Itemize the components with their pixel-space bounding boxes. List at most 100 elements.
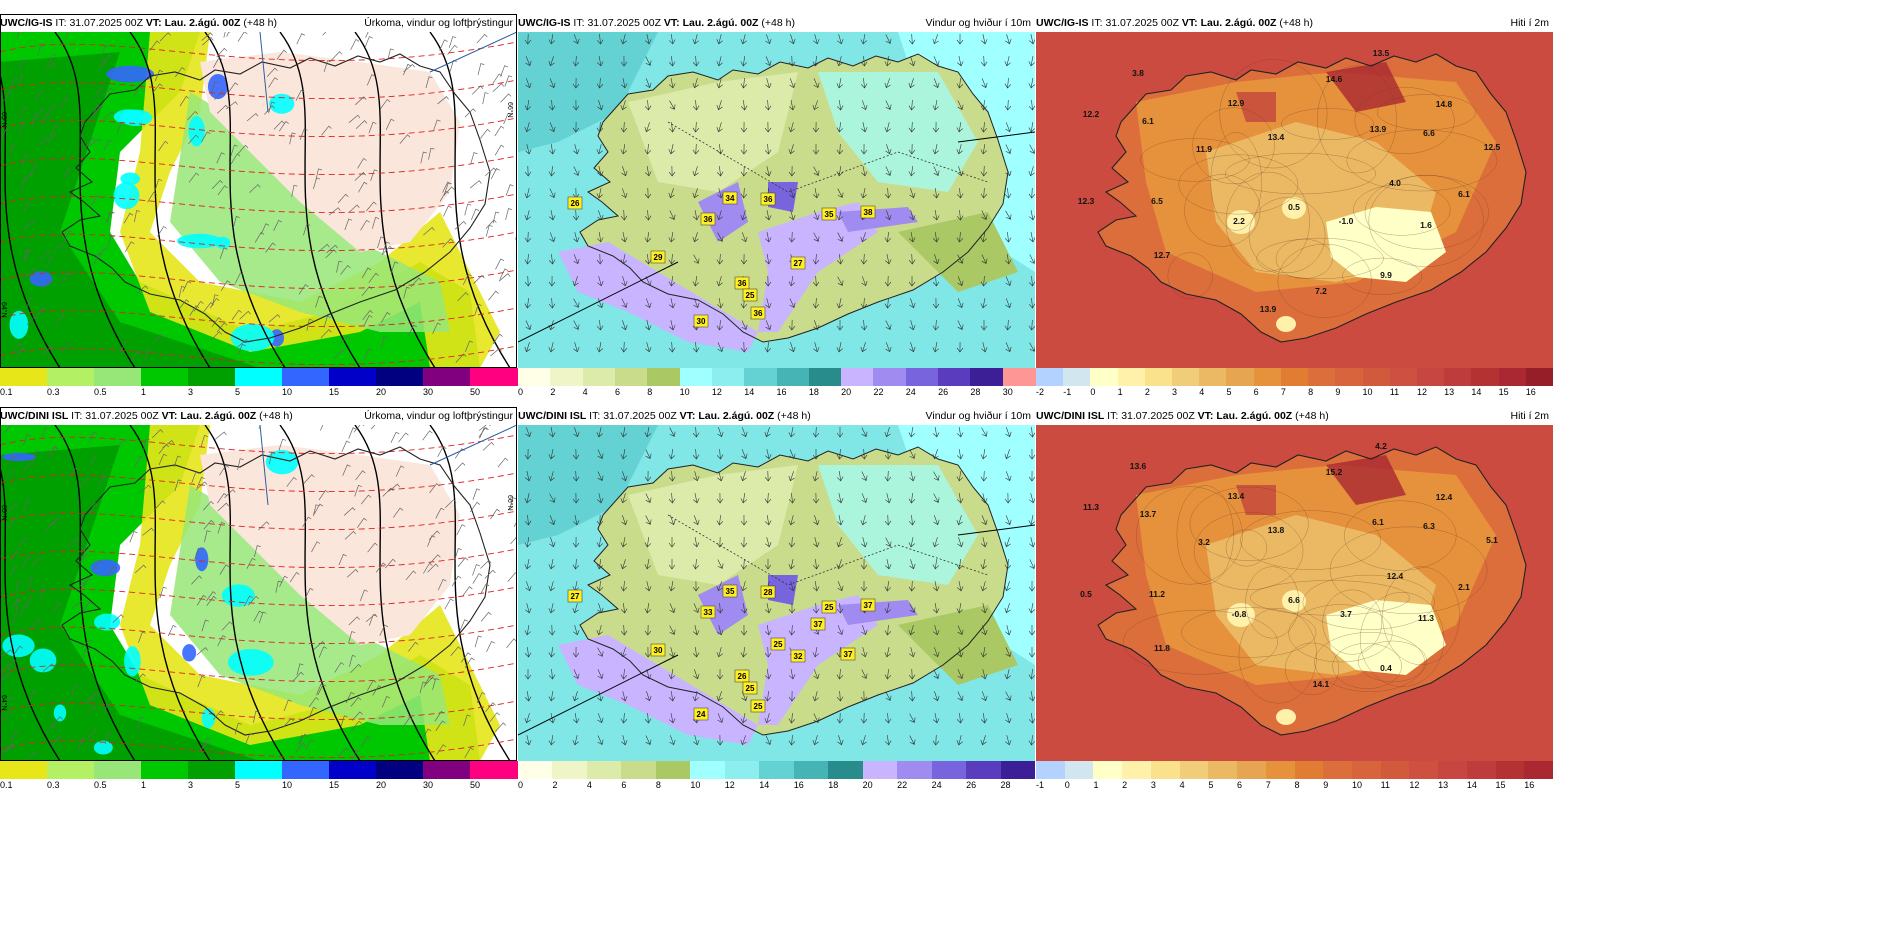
colorbar-swatch: [1524, 761, 1554, 779]
colorbar-swatch: [655, 761, 691, 779]
map-area[interactable]: 4.2 13.6 15.2 13.4 12.4 11.3 13.7 13.8 6.1 6.3 3.2…: [1036, 425, 1553, 761]
colorbar-tick-label: 0.5: [94, 780, 107, 790]
lead-time: (+48 h): [777, 410, 811, 422]
map-area[interactable]: 27 35 33 28 25 37 30 32 26 25 25 24 37 37 25: [518, 425, 1035, 761]
colorbar-swatch: [141, 761, 189, 779]
it-value: 31.07.2025 00Z: [587, 17, 661, 29]
temp-value-label: 6.1: [1458, 189, 1470, 199]
lat-label: 65°N: [0, 505, 8, 521]
temp-value-label: 12.2: [1083, 109, 1100, 119]
colorbar-swatch: [1498, 368, 1527, 386]
colorbar-swatch: [329, 368, 377, 386]
lat-label: 66°N: [506, 102, 514, 118]
colorbar-tick-label: 0: [1090, 387, 1096, 397]
temp-value-label: 11.8: [1154, 643, 1170, 653]
map-area[interactable]: 65°N 64°N 66°N: [0, 425, 517, 761]
colorbar-swatch: [1002, 368, 1036, 386]
colorbar-swatch: [518, 761, 553, 779]
colorbar-tick-label: 14: [744, 387, 755, 397]
svg-text:25: 25: [825, 603, 834, 612]
gust-label: 38: [860, 205, 876, 219]
colorbar-tick-label: 50: [470, 780, 481, 790]
temp-value-label: 0.4: [1380, 663, 1392, 673]
colorbar-swatch: [1172, 368, 1200, 386]
colorbar-tick-label: 15: [329, 780, 340, 790]
colorbar-tick-label: 12: [711, 387, 722, 397]
panel-header: UWC/IG-IS IT: 31.07.2025 00Z VT: Lau. 2.…: [1036, 14, 1553, 32]
temp-value-label: 11.9: [1196, 144, 1212, 154]
colorbar-tick-label: 26: [938, 387, 949, 397]
map-panel-temp: UWC/IG-IS IT: 31.07.2025 00Z VT: Lau. 2.…: [1036, 14, 1554, 400]
map-canvas: 13.5 3.8 14.6 12.9 14.8 12.2 6.1 13.4 13.9 6.6 11.…: [1036, 32, 1553, 368]
vt-label: VT:: [145, 17, 162, 29]
colorbar-swatch: [282, 761, 330, 779]
colorbar-swatch: [1122, 761, 1152, 779]
temp-value-label: 12.4: [1387, 571, 1404, 581]
gust-label: 25: [742, 288, 758, 302]
colorbar-tick-label: 5: [235, 387, 241, 397]
temp-value-label: 15.2: [1326, 467, 1343, 477]
precip-field: [0, 425, 480, 761]
colorbar-swatch: [376, 368, 424, 386]
colorbar-swatch: [1466, 761, 1497, 779]
colorbar-tick-label: 0: [518, 387, 524, 397]
colorbar-swatch: [0, 368, 48, 386]
gust-label: 26: [734, 669, 750, 683]
vt-label: VT:: [1181, 17, 1198, 29]
colorbar-swatch: [897, 761, 933, 779]
vt-value: Lau. 2.ágú. 00Z: [164, 17, 241, 29]
temp-value-label: 6.6: [1288, 595, 1300, 605]
it-label: IT:: [573, 17, 585, 29]
svg-text:25: 25: [746, 684, 755, 693]
colorbar-tick-label: 24: [931, 780, 942, 790]
vt-value: Lau. 2.ágú. 00Z: [682, 17, 759, 29]
map-canvas: 65°N 64°N 66°N: [0, 425, 517, 761]
colorbar-swatch: [47, 761, 95, 779]
temp-value-label: 12.9: [1228, 98, 1245, 108]
gust-label: 28: [760, 585, 776, 599]
colorbar-swatch: [329, 761, 377, 779]
vt-value: Lau. 2.ágú. 00Z: [180, 410, 257, 422]
vt-value: Lau. 2.ágú. 00Z: [1216, 410, 1293, 422]
colorbar-swatch: [1144, 368, 1173, 386]
temp-value-label: 3.8: [1132, 68, 1144, 78]
colorbar-tick-label: -2: [1036, 387, 1045, 397]
colorbar-tick-label: 6: [614, 387, 620, 397]
colorbar-tick-label: 12: [1416, 387, 1427, 397]
map-panel-precip: UWC/IG-IS IT: 31.07.2025 00Z VT: Lau. 2.…: [0, 14, 518, 400]
colorbar-swatch: [1280, 368, 1309, 386]
colorbar-tick-label: 1: [141, 387, 147, 397]
colorbar-tick-label: 20: [376, 387, 387, 397]
map-area[interactable]: 65°N 64°N 66°N: [0, 32, 517, 368]
panel-title: Úrkoma, vindur og loftþrýstingur: [364, 17, 513, 29]
panel-title: Úrkoma, vindur og loftþrýstingur: [364, 410, 513, 422]
lead-time: (+48 h): [259, 410, 293, 422]
map-area[interactable]: 26 34 36 36 35 38 29 27 36 25 36 30: [518, 32, 1035, 368]
colorbar-tick-label: 14: [759, 780, 770, 790]
svg-text:26: 26: [738, 672, 747, 681]
colorbar-swatch: [586, 761, 622, 779]
colorbar-tick-label: 11: [1389, 387, 1400, 397]
model-name: UWC/IG-IS: [1036, 17, 1089, 29]
temp-value-label: 13.4: [1228, 491, 1245, 501]
colorbar-swatch: [94, 761, 142, 779]
map-panel-wind: UWC/IG-IS IT: 31.07.2025 00Z VT: Lau. 2.…: [518, 14, 1036, 400]
panel-title: Hiti í 2m: [1510, 17, 1549, 29]
colorbar-tick-label: -1: [1036, 780, 1045, 790]
colorbar-tick-label: 15: [329, 387, 340, 397]
colorbar-swatch: [841, 368, 874, 386]
colorbar-swatch: [552, 761, 588, 779]
colorbar-tick-label: 3: [1172, 387, 1178, 397]
map-area[interactable]: 13.5 3.8 14.6 12.9 14.8 12.2 6.1 13.4 13.9 6.6 11.…: [1036, 32, 1553, 368]
temp-value-label: 0.5: [1288, 202, 1300, 212]
colorbar-swatch: [376, 761, 424, 779]
colorbar-swatch: [1525, 368, 1554, 386]
temp-value-label: 4.2: [1375, 441, 1387, 451]
temp-value-label: 14.1: [1313, 679, 1330, 689]
colorbar-swatch: [1409, 761, 1439, 779]
colorbar-tick-label: 22: [897, 780, 908, 790]
vt-label: VT:: [663, 17, 680, 29]
colorbar-tick-label: 24: [905, 387, 916, 397]
colorbar-tick-label: 11: [1380, 780, 1390, 790]
